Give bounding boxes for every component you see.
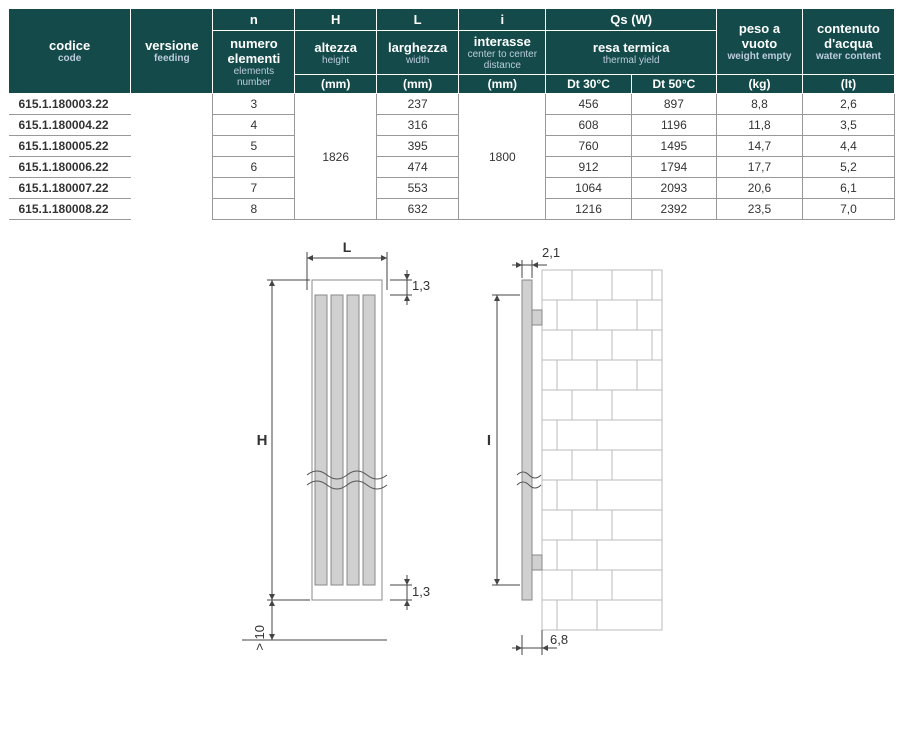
cell-H: 1826 (295, 94, 377, 220)
cell-dt30: 760 (546, 136, 631, 157)
cell-peso: 20,6 (717, 178, 803, 199)
cell-code: 615.1.180003.22 (9, 94, 131, 115)
spec-table: codice code versione feeding n H L i Qs … (8, 8, 895, 220)
cell-dt50: 1196 (631, 115, 716, 136)
cell-acqua: 7,0 (802, 199, 894, 220)
col-H-sym: H (295, 9, 377, 31)
cell-acqua: 6,1 (802, 178, 894, 199)
cell-n: 7 (213, 178, 295, 199)
cell-dt50: 897 (631, 94, 716, 115)
cell-peso: 8,8 (717, 94, 803, 115)
dim-clearance: > 10 (252, 625, 267, 651)
cell-dt50: 1794 (631, 157, 716, 178)
cell-feeding (131, 94, 213, 220)
cell-peso: 11,8 (717, 115, 803, 136)
cell-n: 3 (213, 94, 295, 115)
cell-code: 615.1.180007.22 (9, 178, 131, 199)
cell-n: 8 (213, 199, 295, 220)
cell-dt30: 912 (546, 157, 631, 178)
cell-n: 4 (213, 115, 295, 136)
dim-bracket-depth: 6,8 (550, 632, 568, 647)
cell-n: 5 (213, 136, 295, 157)
cell-dt30: 456 (546, 94, 631, 115)
col-acqua: contenuto d'acqua (817, 21, 880, 51)
cell-L: 395 (376, 136, 458, 157)
cell-peso: 17,7 (717, 157, 803, 178)
cell-i: 1800 (459, 94, 546, 220)
cell-dt50: 1495 (631, 136, 716, 157)
dim-bottom-offset: 1,3 (412, 584, 430, 599)
cell-dt50: 2392 (631, 199, 716, 220)
dim-panel-width: 2,1 (542, 245, 560, 260)
cell-peso: 14,7 (717, 136, 803, 157)
dim-top-offset: 1,3 (412, 278, 430, 293)
cell-dt30: 1064 (546, 178, 631, 199)
cell-acqua: 2,6 (802, 94, 894, 115)
col-codice: codice (49, 38, 90, 53)
cell-acqua: 5,2 (802, 157, 894, 178)
cell-acqua: 3,5 (802, 115, 894, 136)
cell-acqua: 4,4 (802, 136, 894, 157)
cell-L: 316 (376, 115, 458, 136)
cell-L: 474 (376, 157, 458, 178)
cell-n: 6 (213, 157, 295, 178)
table-row: 615.1.180003.223182623718004568978,82,6 (9, 94, 895, 115)
cell-L: 632 (376, 199, 458, 220)
col-versione: versione (145, 38, 198, 53)
col-peso: peso a vuoto (739, 21, 780, 51)
cell-dt50: 2093 (631, 178, 716, 199)
cell-code: 615.1.180004.22 (9, 115, 131, 136)
cell-code: 615.1.180005.22 (9, 136, 131, 157)
cell-dt30: 1216 (546, 199, 631, 220)
cell-code: 615.1.180006.22 (9, 157, 131, 178)
cell-dt30: 608 (546, 115, 631, 136)
cell-code: 615.1.180008.22 (9, 199, 131, 220)
cell-peso: 23,5 (717, 199, 803, 220)
col-Qs-sym: Qs (W) (546, 9, 717, 31)
cell-L: 553 (376, 178, 458, 199)
cell-L: 237 (376, 94, 458, 115)
col-i-sym: i (459, 9, 546, 31)
dim-I: I (486, 432, 490, 449)
dim-L: L (342, 240, 351, 255)
col-n-sym: n (213, 9, 295, 31)
dim-H: H (256, 432, 267, 449)
col-L-sym: L (376, 9, 458, 31)
technical-diagram: L 1,3 1,3 H > 10 (8, 240, 895, 673)
